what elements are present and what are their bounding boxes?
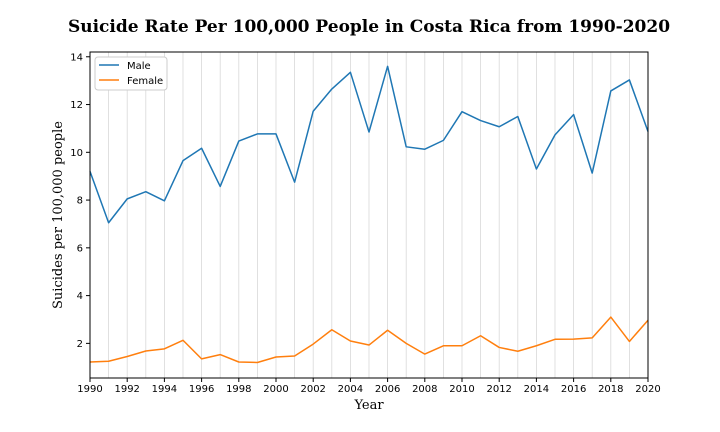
y-axis-label: Suicides per 100,000 people — [51, 121, 66, 309]
x-tick-label: 2014 — [524, 384, 549, 395]
series-lines — [89, 65, 649, 364]
x-tick-label: 2000 — [263, 384, 288, 395]
x-tick-label: 2016 — [561, 384, 586, 395]
y-tick-label: 10 — [70, 148, 83, 159]
x-tick-label: 2008 — [412, 384, 437, 395]
x-axis-ticks: 1990 1992 1994 1996 1998 2000 2002 2004 2006 2008… — [77, 378, 661, 395]
x-tick-label: 2018 — [598, 384, 623, 395]
y-tick-label: 6 — [77, 243, 83, 254]
grid-lines — [108, 52, 630, 378]
x-tick-label: 1990 — [77, 384, 102, 395]
x-tick-label: 2020 — [635, 384, 660, 395]
x-axis-label: Year — [353, 398, 384, 413]
x-tick-label: 1992 — [114, 384, 139, 395]
plot-frame — [89, 51, 649, 379]
y-tick-label: 2 — [77, 339, 83, 350]
x-tick-label: 2004 — [338, 384, 363, 395]
x-tick-label: 2002 — [300, 384, 325, 395]
x-tick-label: 1998 — [226, 384, 251, 395]
series-line-male — [89, 65, 649, 224]
y-tick-label: 14 — [70, 52, 83, 63]
legend-label-male: Male — [127, 61, 151, 72]
x-tick-label: 2006 — [375, 384, 400, 395]
legend: Male Female — [94, 56, 168, 91]
y-tick-label: 8 — [77, 196, 83, 207]
x-tick-label: 2010 — [449, 384, 474, 395]
x-tick-label: 1996 — [189, 384, 214, 395]
x-tick-label: 1994 — [152, 384, 177, 395]
legend-label-female: Female — [127, 76, 163, 87]
y-axis-ticks: 2 4 6 8 10 12 14 — [70, 52, 90, 350]
series-line-female — [89, 316, 649, 364]
y-tick-label: 4 — [77, 291, 83, 302]
y-tick-label: 12 — [70, 100, 83, 111]
x-tick-label: 2012 — [486, 384, 511, 395]
chart-title: Suicide Rate Per 100,000 People in Costa… — [68, 17, 670, 37]
